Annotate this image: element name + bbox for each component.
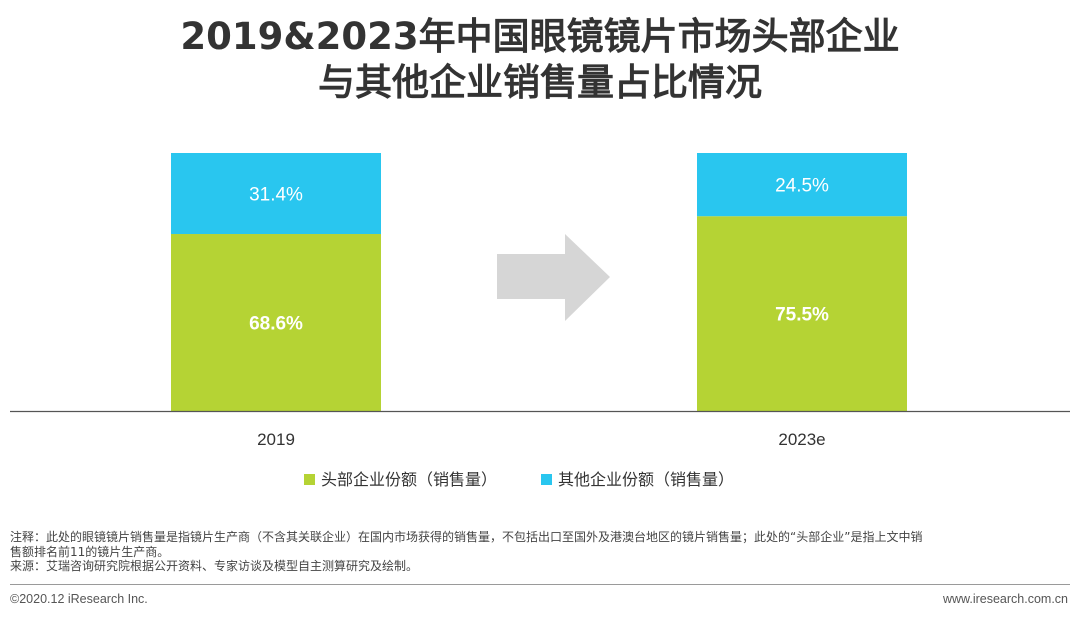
- note-text-line1: 注释：此处的眼镜镜片销售量是指镜片生产商（不含其关联企业）在国内市场获得的销售量…: [10, 530, 923, 544]
- legend-other-firms-label: 其他企业份额（销售量）: [558, 470, 734, 489]
- x-tick-label-2019: 2019: [257, 430, 295, 449]
- data-label-other-firms-2023e: 24.5%: [775, 176, 829, 197]
- data-label-top-firms-2023e: 75.5%: [775, 305, 829, 326]
- x-tick-label-2023e: 2023e: [778, 430, 825, 449]
- legend-other-firms-swatch: [541, 474, 552, 485]
- copyright-text: ©2020.12 iResearch Inc.: [10, 592, 148, 606]
- legend-top-firms-label: 头部企业份额（销售量）: [321, 470, 497, 489]
- right-arrow-icon: [497, 234, 610, 321]
- note-text-line2: 售额排名前11的镜片生产商。: [10, 544, 170, 559]
- chart-title-line2: 与其他企业销售量占比情况: [318, 61, 762, 104]
- website-link[interactable]: www.iresearch.com.cn: [942, 592, 1068, 606]
- bar-other-firms-2019: [171, 153, 381, 235]
- chart-notes: 注释：此处的眼镜镜片销售量是指镜片生产商（不含其关联企业）在国内市场获得的销售量…: [10, 530, 1070, 574]
- bar-top-firms-2023e: [697, 216, 907, 411]
- bar-other-firms-2023e: [697, 153, 907, 217]
- stacked-bar-chart: 68.6% 31.4% 2019 75.5% 24.5% 2023e 头部企业份额（销售量）…: [10, 153, 1070, 489]
- bar-top-firms-2019: [171, 234, 381, 411]
- footer-divider: [10, 584, 1070, 585]
- data-label-top-firms-2019: 68.6%: [249, 314, 303, 335]
- chart-title: 2019&2023年中国眼镜镜片市场头部企业 与其他企业销售量占比情况: [0, 14, 1080, 106]
- data-label-other-firms-2019: 31.4%: [249, 185, 303, 206]
- chart-title-line1: 2019&2023年中国眼镜镜片市场头部企业: [180, 15, 900, 58]
- source-text: 来源：艾瑞咨询研究院根据公开资料、专家访谈及模型自主测算研究及绘制。: [10, 559, 419, 573]
- legend-top-firms-swatch: [304, 474, 315, 485]
